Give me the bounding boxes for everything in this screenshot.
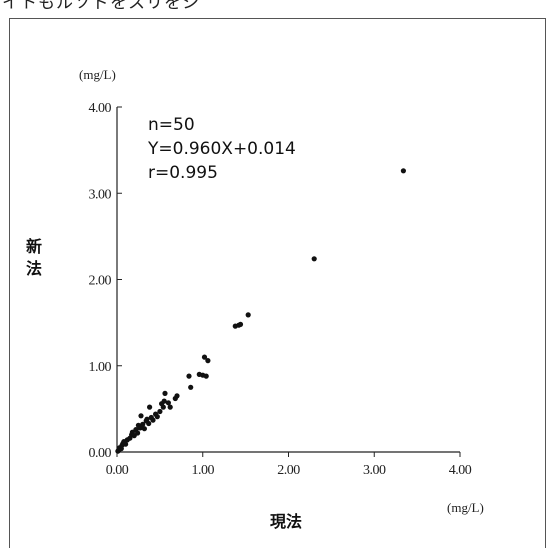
data-point bbox=[205, 358, 210, 363]
y-tick-label: 1.00 bbox=[89, 360, 112, 375]
data-point bbox=[174, 393, 179, 398]
x-tick-label: 0.00 bbox=[106, 463, 129, 478]
data-point bbox=[204, 374, 209, 379]
data-point bbox=[238, 322, 243, 327]
y-tick-label: 0.00 bbox=[89, 446, 112, 461]
y-tick-label: 4.00 bbox=[89, 101, 112, 116]
annotation-n: n=50 bbox=[148, 115, 195, 135]
y-tick-label: 2.00 bbox=[89, 274, 112, 289]
y-axis-unit: (mg/L) bbox=[79, 67, 116, 82]
y-axis-title-char: 新 bbox=[26, 237, 42, 256]
data-point bbox=[312, 256, 317, 261]
data-point bbox=[162, 391, 167, 396]
x-tick-label: 3.00 bbox=[363, 463, 386, 478]
y-axis-title-char: 法 bbox=[26, 259, 42, 278]
data-point bbox=[142, 426, 147, 431]
data-point bbox=[157, 409, 162, 414]
x-axis-title: 現法 bbox=[270, 512, 302, 531]
data-point bbox=[150, 418, 155, 423]
annotation-r: r=0.995 bbox=[148, 163, 218, 183]
y-tick-label: 3.00 bbox=[89, 187, 112, 202]
x-tick-label: 4.00 bbox=[449, 463, 472, 478]
data-point bbox=[401, 168, 406, 173]
data-points bbox=[115, 168, 406, 454]
data-point bbox=[135, 430, 140, 435]
data-point bbox=[146, 421, 151, 426]
data-point bbox=[147, 405, 152, 410]
y-axis-title: 新法 bbox=[26, 237, 42, 278]
data-point bbox=[161, 405, 166, 410]
data-point bbox=[138, 413, 143, 418]
data-point bbox=[121, 439, 126, 444]
data-point bbox=[168, 405, 173, 410]
annotation-regression: Y=0.960X+0.014 bbox=[147, 139, 296, 159]
x-tick-label: 2.00 bbox=[277, 463, 300, 478]
x-axis-ticks: 0.00 1.00 2.00 3.00 4.00 bbox=[106, 452, 472, 478]
data-point bbox=[188, 385, 193, 390]
data-point bbox=[246, 312, 251, 317]
data-point bbox=[155, 414, 160, 419]
x-axis-unit: (mg/L) bbox=[447, 500, 484, 515]
data-point bbox=[186, 374, 191, 379]
x-tick-label: 1.00 bbox=[192, 463, 215, 478]
